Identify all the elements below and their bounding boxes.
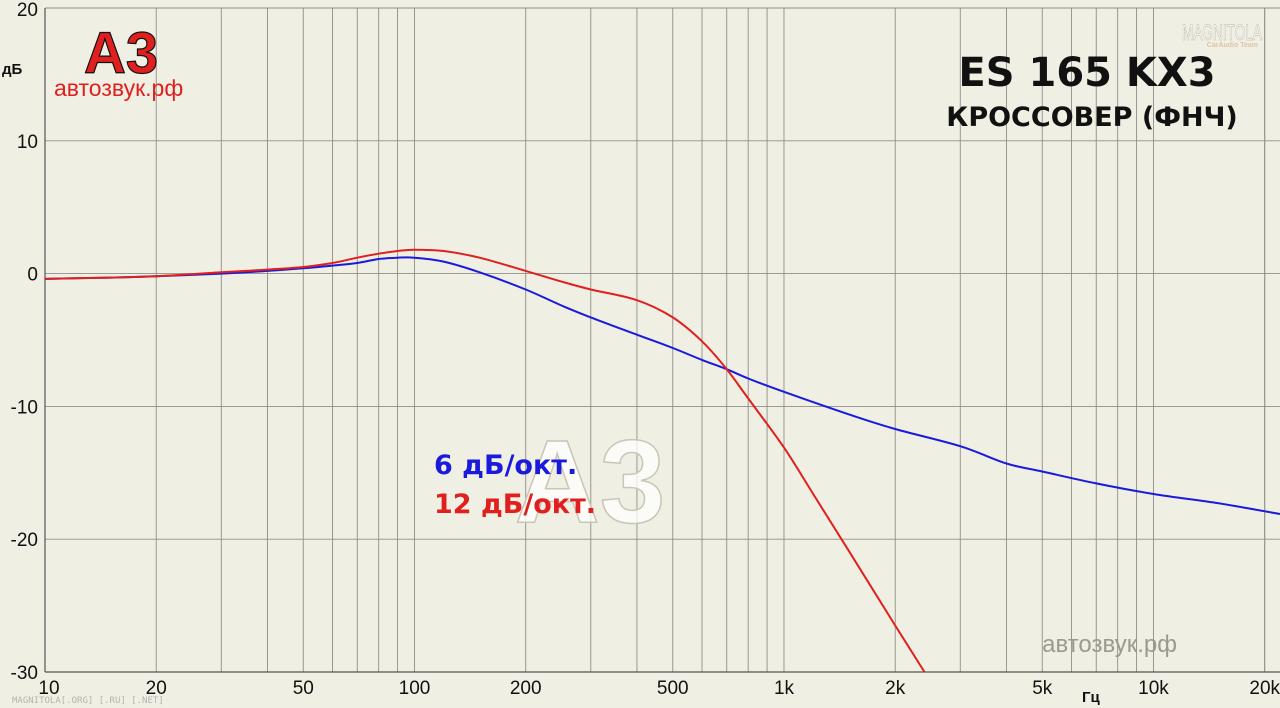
x-tick-label: 50 [293, 678, 314, 699]
chart-subtitle: КРОССОВЕР (ФНЧ) [946, 102, 1237, 133]
legend-item-6db: 6 дБ/окт. [434, 450, 577, 481]
y-tick-label: 10 [17, 132, 38, 153]
series-line-6db [44, 256, 1280, 515]
footer-watermark: MAGNITOLA[.ORG] [.RU] [.NET] [12, 696, 164, 706]
y-tick-label: -20 [11, 530, 38, 551]
magnitola-sub: CarAudio Team [1207, 42, 1258, 49]
x-axis-tick-labels: 10 20 50 100 200 500 1k 2k 5k 10k 20k [38, 678, 1280, 699]
x-tick-label: 20 [146, 678, 167, 699]
y-axis-tick-labels: 20 10 0 -10 -20 -30 [11, 0, 38, 684]
x-tick-label: 10 [38, 678, 59, 699]
x-tick-label: 500 [657, 678, 689, 699]
logo-mark: А3 [84, 21, 158, 86]
y-axis-unit: дБ [2, 61, 23, 78]
center-watermark: А3 [515, 416, 666, 548]
legend-item-12db: 12 дБ/окт. [434, 489, 596, 520]
magnitola-watermark: MAGNITOLA CarAudio Team [1182, 20, 1263, 49]
y-tick-label: 20 [17, 0, 38, 21]
x-tick-label: 100 [399, 678, 431, 699]
magnitola-brand: MAGNITOLA [1182, 20, 1262, 45]
x-tick-label: 2k [885, 678, 906, 699]
chart-title: ES 165 KX3 [958, 50, 1215, 96]
a3-logo: А3 автозвук.рф [54, 20, 183, 101]
site-watermark: автозвук.рф [1042, 631, 1177, 658]
y-tick-label: 0 [27, 265, 38, 286]
y-tick-label: -30 [11, 663, 38, 684]
y-tick-label: -10 [11, 397, 38, 418]
series-lines [44, 248, 1280, 673]
x-tick-label: 20k [1249, 678, 1280, 699]
x-axis-unit: Гц [1082, 689, 1101, 706]
grid [44, 7, 1280, 673]
x-tick-label: 200 [510, 678, 542, 699]
x-tick-label: 10k [1138, 678, 1169, 699]
x-tick-label: 1k [774, 678, 795, 699]
logo-site: автозвук.рф [54, 75, 183, 101]
series-line-12db [44, 248, 926, 673]
x-tick-label: 5k [1032, 678, 1053, 699]
